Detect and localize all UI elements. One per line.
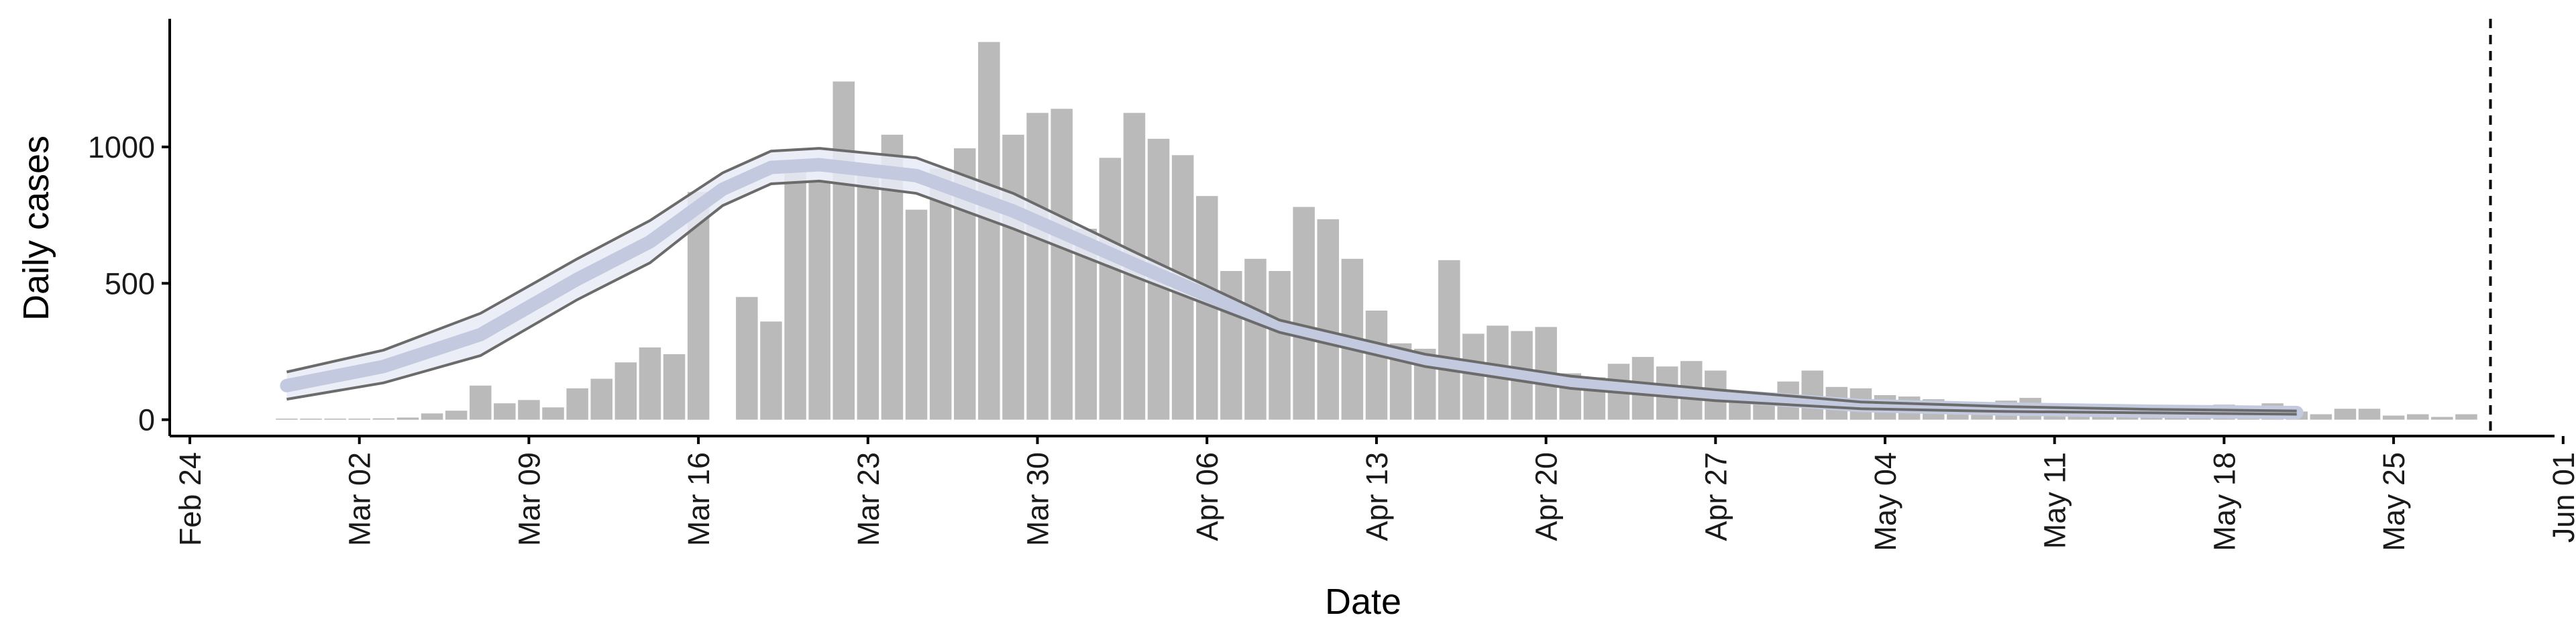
x-tick-label: Jun 01: [2546, 452, 2576, 543]
bar: [1099, 158, 1122, 420]
bar: [784, 163, 806, 420]
x-tick-label: Mar 09: [512, 452, 546, 546]
bar: [348, 419, 370, 420]
x-tick-label: Mar 23: [851, 452, 885, 546]
bar: [518, 400, 540, 420]
y-axis-ticks: 0 500 1000: [88, 130, 170, 437]
bar: [470, 385, 492, 420]
bar: [1462, 333, 1485, 420]
bar: [2431, 417, 2453, 420]
bar: [614, 362, 637, 420]
bar: [2358, 409, 2381, 420]
bar: [566, 388, 588, 420]
x-tick-label: Mar 30: [1021, 452, 1055, 546]
bars-layer: [276, 42, 2477, 420]
x-tick-label: May 18: [2207, 452, 2241, 551]
x-tick-label: Mar 02: [343, 452, 377, 546]
model-band-inner: [280, 158, 2304, 419]
y-tick-label: 0: [138, 403, 155, 437]
bar: [2382, 415, 2405, 420]
bar: [1293, 207, 1315, 420]
bar: [324, 419, 346, 420]
x-axis-ticks: Feb 24 Mar 02 Mar 09 Mar 16 Mar 23 Mar 30 Apr …: [173, 436, 2576, 551]
bar: [1244, 258, 1267, 420]
bar: [1365, 311, 1388, 420]
bar: [905, 209, 928, 420]
x-tick-label: May 04: [1868, 452, 1902, 551]
bar: [857, 166, 879, 420]
bar: [929, 168, 952, 420]
bar: [1051, 109, 1073, 420]
model-band-lower-line: [286, 179, 2297, 416]
bar: [590, 378, 612, 420]
bar: [300, 419, 322, 420]
bar: [1002, 134, 1024, 420]
bar: [760, 321, 782, 420]
bar: [542, 407, 564, 420]
x-tick-label: Mar 16: [682, 452, 716, 546]
model-band-upper-line: [286, 147, 2297, 413]
bar: [1269, 271, 1291, 420]
model-band-layer: [280, 147, 2304, 419]
bar: [1317, 219, 1339, 420]
bar: [808, 180, 830, 420]
bar: [736, 297, 758, 420]
y-axis-title: Daily cases: [16, 136, 56, 321]
bar: [276, 419, 298, 420]
bar: [978, 42, 1000, 420]
bar: [494, 403, 516, 420]
x-tick-label: May 11: [2038, 452, 2072, 549]
model-band-outer: [286, 148, 2297, 415]
y-tick-label: 1000: [88, 130, 155, 164]
x-tick-label: Apr 06: [1190, 452, 1224, 541]
bar: [2310, 414, 2332, 420]
bar: [445, 411, 468, 420]
bar: [663, 354, 686, 420]
bar: [421, 413, 443, 420]
bar: [2407, 414, 2429, 420]
bar: [1438, 260, 1460, 420]
bar: [833, 81, 855, 420]
x-tick-label: Apr 20: [1529, 452, 1564, 541]
bar: [396, 417, 419, 420]
x-tick-label: May 25: [2377, 452, 2411, 551]
bar: [2334, 409, 2357, 420]
bar: [639, 347, 661, 420]
x-axis-title: Date: [1325, 582, 1401, 622]
bar: [2455, 414, 2477, 420]
x-tick-label: Feb 24: [173, 452, 207, 546]
x-tick-label: Apr 27: [1699, 452, 1733, 541]
x-tick-label: Apr 13: [1360, 452, 1394, 541]
y-tick-label: 500: [105, 266, 155, 301]
bar: [1026, 113, 1049, 420]
bar: [372, 418, 395, 420]
